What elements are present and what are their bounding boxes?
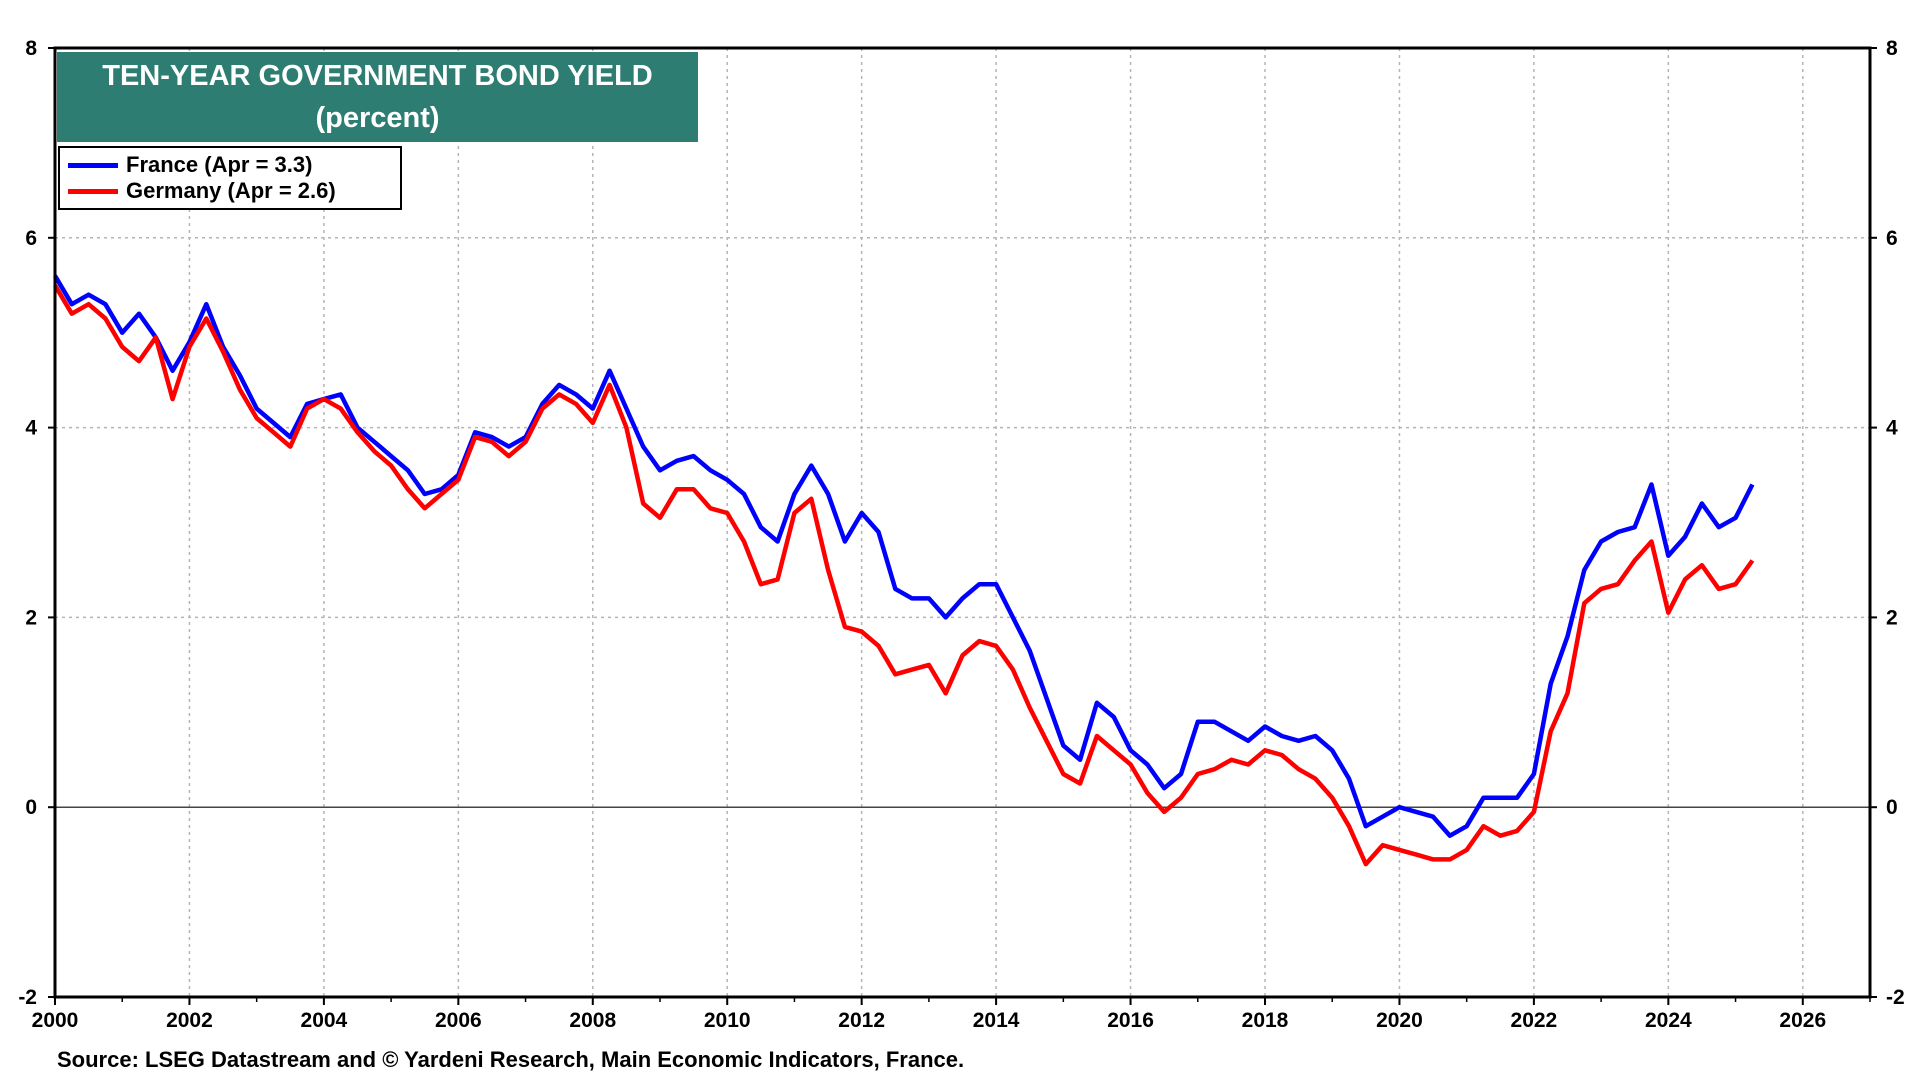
y-tick-label-left: 2	[25, 606, 37, 629]
y-tick-label-right: 0	[1886, 796, 1898, 819]
series-group	[53, 274, 1755, 867]
x-tick-label: 2022	[1511, 1009, 1558, 1032]
y-tick-label-right: 4	[1886, 417, 1898, 440]
x-tick-label: 2008	[569, 1009, 616, 1032]
plot-frame	[53, 46, 1872, 999]
x-tick-label: 2010	[704, 1009, 751, 1032]
x-tick-label: 2024	[1645, 1009, 1692, 1032]
axis-ticks: 2000 2002 2004 2006 2008 2010 2012 2014 2016 2018…	[18, 37, 1904, 1032]
series-line-germany	[53, 284, 1755, 867]
x-tick-label: 2012	[838, 1009, 885, 1032]
x-tick-label: 2014	[973, 1009, 1020, 1032]
legend-item-germany: Germany (Apr = 2.6)	[68, 178, 336, 204]
legend-swatch-germany	[68, 188, 118, 194]
x-tick-label: 2006	[435, 1009, 482, 1032]
chart-title: TEN-YEAR GOVERNMENT BOND YIELD	[102, 60, 653, 92]
y-tick-label-left: 8	[25, 37, 37, 60]
x-tick-label: 2000	[32, 1009, 79, 1032]
y-tick-label-right: 6	[1886, 227, 1898, 250]
chart-title-box: TEN-YEAR GOVERNMENT BOND YIELD (percent)	[57, 52, 698, 142]
x-tick-label: 2026	[1779, 1009, 1826, 1032]
y-tick-label-right: -2	[1886, 986, 1905, 1009]
legend-swatch-france	[68, 162, 118, 168]
legend-label-france: France (Apr = 3.3)	[126, 152, 313, 177]
x-tick-label: 2020	[1376, 1009, 1423, 1032]
y-tick-label-right: 2	[1886, 606, 1898, 629]
chart-subtitle: (percent)	[315, 102, 440, 134]
x-tick-label: 2016	[1107, 1009, 1154, 1032]
source-note: Source: LSEG Datastream and © Yardeni Re…	[57, 1047, 965, 1072]
y-tick-label-left: 6	[25, 227, 37, 250]
x-tick-label: 2018	[1242, 1009, 1289, 1032]
legend-label-germany: Germany (Apr = 2.6)	[126, 178, 336, 203]
legend-item-france: France (Apr = 3.3)	[68, 152, 312, 178]
legend: France (Apr = 3.3) Germany (Apr = 2.6)	[58, 146, 402, 210]
x-tick-label: 2002	[166, 1009, 213, 1032]
y-tick-label-left: 0	[25, 796, 37, 819]
y-tick-label-left: 4	[25, 417, 37, 440]
x-tick-label: 2004	[301, 1009, 348, 1032]
y-tick-label-left: -2	[18, 986, 37, 1009]
y-tick-label-right: 8	[1886, 37, 1898, 60]
series-line-france	[53, 274, 1755, 838]
